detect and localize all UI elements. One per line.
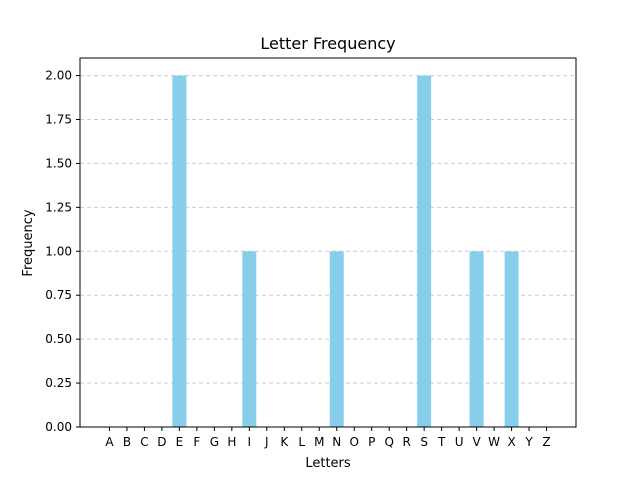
y-ticks: 0.00 0.25 0.50 0.75 1.00 1.25 1.50 1.75 2.00	[45, 69, 80, 434]
x-tick-label: A	[105, 435, 114, 449]
y-tick-label: 2.00	[45, 69, 72, 83]
x-tick-label: G	[210, 435, 219, 449]
x-tick-label: F	[193, 435, 200, 449]
x-tick-label: T	[437, 435, 446, 449]
bar-e	[172, 75, 187, 428]
x-tick-label: Z	[542, 435, 550, 449]
x-tick-label: U	[455, 435, 464, 449]
y-tick-label: 1.50	[45, 156, 72, 170]
gridlines	[80, 75, 576, 428]
x-tick-label: K	[280, 435, 289, 449]
y-tick-label: 1.25	[45, 200, 72, 214]
y-tick-label: 1.75	[45, 113, 72, 127]
y-tick-label: 0.50	[45, 332, 72, 346]
x-tick-label: Y	[524, 435, 533, 449]
x-tick-label: H	[227, 435, 236, 449]
x-tick-label: M	[314, 435, 324, 449]
x-tick-label: D	[157, 435, 166, 449]
y-tick-label: 0.25	[45, 376, 72, 390]
y-tick-label: 0.00	[45, 420, 72, 434]
x-tick-label: S	[420, 435, 428, 449]
x-tick-label: X	[507, 435, 515, 449]
y-tick-label: 0.75	[45, 288, 72, 302]
x-tick-label: C	[140, 435, 148, 449]
x-tick-label: R	[403, 435, 411, 449]
bar-i	[242, 251, 257, 427]
x-tick-label: L	[298, 435, 305, 449]
y-axis-label: Frequency	[21, 209, 36, 276]
bars	[172, 75, 519, 428]
plot-frame	[79, 57, 577, 428]
x-tick-label: N	[332, 435, 341, 449]
bar-s	[417, 75, 432, 428]
x-axis-label: Letters	[305, 456, 351, 471]
x-tick-label: W	[488, 435, 500, 449]
x-tick-label: Q	[384, 435, 393, 449]
x-tick-label: P	[368, 435, 375, 449]
y-tick-label: 1.00	[45, 244, 72, 258]
x-tick-label: B	[123, 435, 131, 449]
x-tick-label: J	[264, 435, 269, 449]
bar-n	[329, 251, 344, 427]
x-tick-label: E	[176, 435, 184, 449]
x-tick-label: V	[473, 435, 482, 449]
bar-x	[504, 251, 519, 427]
chart-title: Letter Frequency	[260, 34, 395, 53]
x-tick-label: I	[248, 435, 252, 449]
x-tick-label: O	[349, 435, 358, 449]
bar-v	[469, 251, 484, 427]
